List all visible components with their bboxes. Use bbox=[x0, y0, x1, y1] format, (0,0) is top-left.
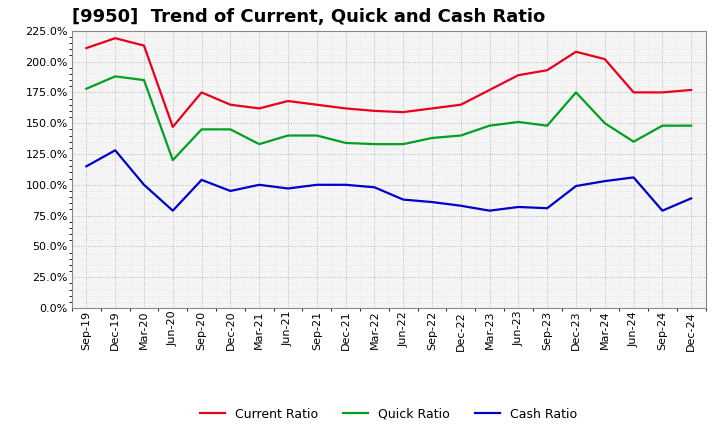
Cash Ratio bbox=[226, 188, 235, 194]
Current Ratio bbox=[629, 90, 638, 95]
Current Ratio bbox=[312, 102, 321, 107]
Cash Ratio bbox=[197, 177, 206, 183]
Current Ratio bbox=[284, 99, 292, 104]
Current Ratio bbox=[341, 106, 350, 111]
Cash Ratio bbox=[284, 186, 292, 191]
Cash Ratio bbox=[456, 203, 465, 209]
Current Ratio bbox=[255, 106, 264, 111]
Current Ratio bbox=[658, 90, 667, 95]
Quick Ratio bbox=[341, 140, 350, 146]
Cash Ratio bbox=[312, 182, 321, 187]
Quick Ratio bbox=[399, 142, 408, 147]
Current Ratio bbox=[197, 90, 206, 95]
Line: Cash Ratio: Cash Ratio bbox=[86, 150, 691, 211]
Quick Ratio bbox=[82, 86, 91, 92]
Quick Ratio bbox=[312, 133, 321, 138]
Cash Ratio bbox=[572, 183, 580, 189]
Quick Ratio bbox=[456, 133, 465, 138]
Current Ratio bbox=[82, 45, 91, 51]
Cash Ratio bbox=[543, 205, 552, 211]
Line: Quick Ratio: Quick Ratio bbox=[86, 77, 691, 160]
Cash Ratio bbox=[514, 204, 523, 209]
Cash Ratio bbox=[341, 182, 350, 187]
Quick Ratio bbox=[687, 123, 696, 128]
Line: Current Ratio: Current Ratio bbox=[86, 38, 691, 127]
Cash Ratio bbox=[600, 179, 609, 184]
Quick Ratio bbox=[226, 127, 235, 132]
Quick Ratio bbox=[658, 123, 667, 128]
Current Ratio bbox=[399, 110, 408, 115]
Cash Ratio bbox=[82, 164, 91, 169]
Current Ratio bbox=[428, 106, 436, 111]
Current Ratio bbox=[226, 102, 235, 107]
Cash Ratio bbox=[399, 197, 408, 202]
Quick Ratio bbox=[255, 142, 264, 147]
Current Ratio bbox=[111, 36, 120, 41]
Cash Ratio bbox=[629, 175, 638, 180]
Current Ratio bbox=[600, 56, 609, 62]
Quick Ratio bbox=[543, 123, 552, 128]
Legend: Current Ratio, Quick Ratio, Cash Ratio: Current Ratio, Quick Ratio, Cash Ratio bbox=[195, 403, 582, 426]
Cash Ratio bbox=[687, 196, 696, 201]
Cash Ratio bbox=[140, 182, 148, 187]
Current Ratio bbox=[456, 102, 465, 107]
Current Ratio bbox=[543, 68, 552, 73]
Quick Ratio bbox=[140, 77, 148, 83]
Current Ratio bbox=[140, 43, 148, 48]
Current Ratio bbox=[370, 108, 379, 114]
Quick Ratio bbox=[197, 127, 206, 132]
Cash Ratio bbox=[168, 208, 177, 213]
Cash Ratio bbox=[485, 208, 494, 213]
Current Ratio bbox=[485, 87, 494, 92]
Current Ratio bbox=[687, 87, 696, 92]
Quick Ratio bbox=[111, 74, 120, 79]
Cash Ratio bbox=[428, 199, 436, 205]
Current Ratio bbox=[168, 124, 177, 129]
Cash Ratio bbox=[658, 208, 667, 213]
Current Ratio bbox=[514, 73, 523, 78]
Quick Ratio bbox=[629, 139, 638, 144]
Cash Ratio bbox=[370, 185, 379, 190]
Current Ratio bbox=[572, 49, 580, 55]
Quick Ratio bbox=[485, 123, 494, 128]
Quick Ratio bbox=[428, 136, 436, 141]
Cash Ratio bbox=[255, 182, 264, 187]
Quick Ratio bbox=[284, 133, 292, 138]
Text: [9950]  Trend of Current, Quick and Cash Ratio: [9950] Trend of Current, Quick and Cash … bbox=[72, 8, 545, 26]
Cash Ratio bbox=[111, 148, 120, 153]
Quick Ratio bbox=[168, 158, 177, 163]
Quick Ratio bbox=[600, 121, 609, 126]
Quick Ratio bbox=[514, 119, 523, 125]
Quick Ratio bbox=[572, 90, 580, 95]
Quick Ratio bbox=[370, 142, 379, 147]
